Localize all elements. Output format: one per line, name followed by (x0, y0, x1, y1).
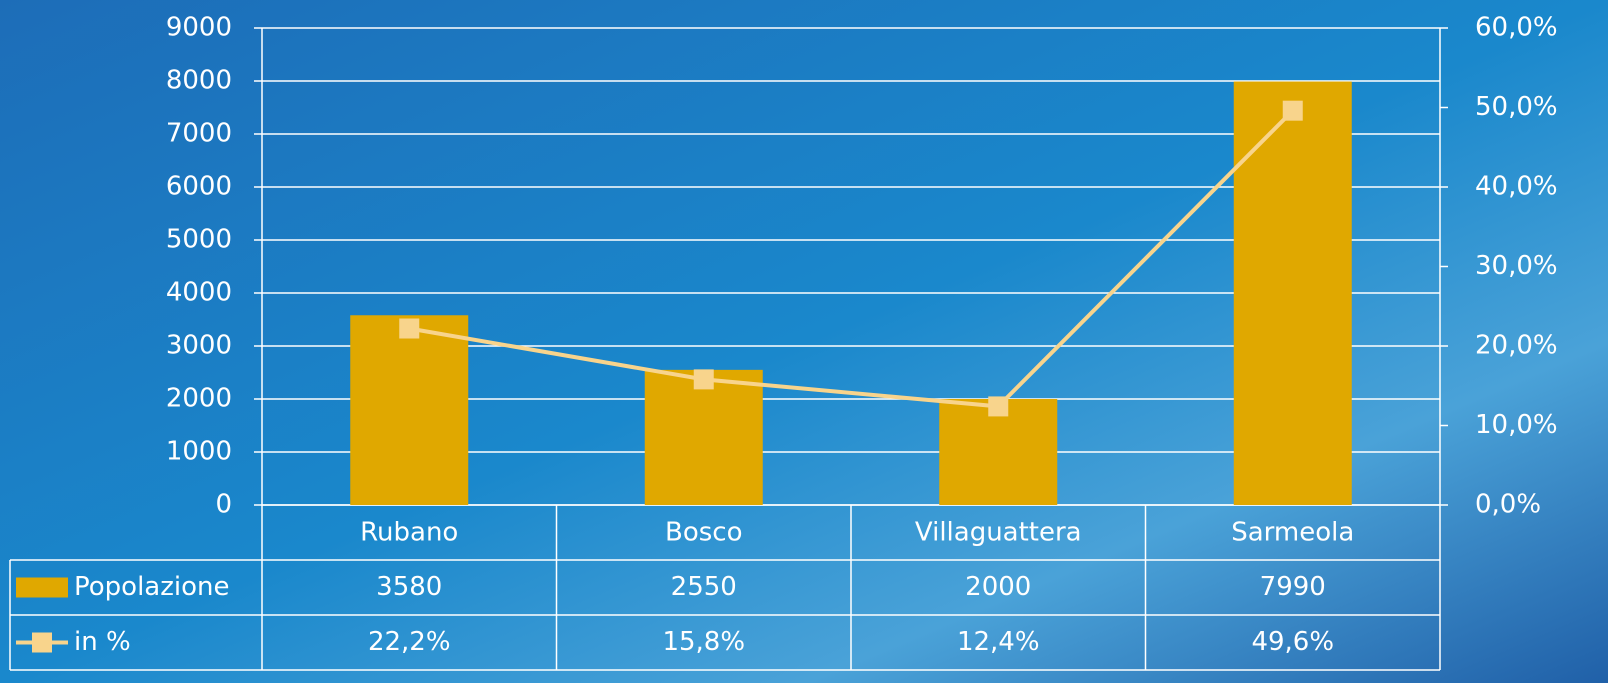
table-value: 22,2% (368, 627, 451, 657)
legend-label: Popolazione (74, 572, 229, 602)
y-tick-label: 6000 (166, 172, 232, 202)
y-tick-label: 3000 (166, 331, 232, 361)
y2-tick-label: 30,0% (1475, 251, 1558, 281)
y2-tick-label: 10,0% (1475, 410, 1558, 440)
legend-label: in % (74, 627, 131, 657)
x-tick-label: Rubano (360, 518, 458, 548)
marker (1282, 100, 1303, 121)
table-value: 7990 (1260, 572, 1326, 602)
table-value: 49,6% (1251, 627, 1334, 657)
bar (644, 369, 763, 505)
table-value: 3580 (376, 572, 442, 602)
marker (693, 369, 714, 390)
y-tick-label: 4000 (166, 278, 232, 308)
y2-tick-label: 60,0% (1475, 13, 1558, 43)
marker (399, 318, 420, 339)
y-tick-label: 1000 (166, 437, 232, 467)
y-tick-label: 0 (215, 490, 232, 520)
legend-key (32, 632, 52, 653)
x-tick-label: Sarmeola (1231, 518, 1354, 548)
x-tick-label: Villaguattera (915, 518, 1082, 548)
y-tick-label: 9000 (166, 13, 232, 43)
y-tick-label: 5000 (166, 225, 232, 255)
y-tick-label: 7000 (166, 119, 232, 149)
y-tick-label: 2000 (166, 384, 232, 414)
y2-tick-label: 0,0% (1475, 490, 1541, 520)
table-value: 12,4% (957, 627, 1040, 657)
line (408, 109, 1295, 409)
table-value: 15,8% (662, 627, 745, 657)
y-tick-label: 8000 (166, 66, 232, 96)
bar (350, 315, 469, 505)
bar (1233, 81, 1352, 505)
y2-tick-label: 40,0% (1475, 172, 1558, 202)
table-value: 2550 (671, 572, 737, 602)
marker (988, 396, 1009, 417)
legend-key (16, 577, 68, 598)
y2-tick-label: 20,0% (1475, 331, 1558, 361)
bar (939, 399, 1058, 505)
x-tick-label: Bosco (665, 518, 743, 548)
y2-tick-label: 50,0% (1475, 92, 1558, 122)
table-value: 2000 (965, 572, 1031, 602)
